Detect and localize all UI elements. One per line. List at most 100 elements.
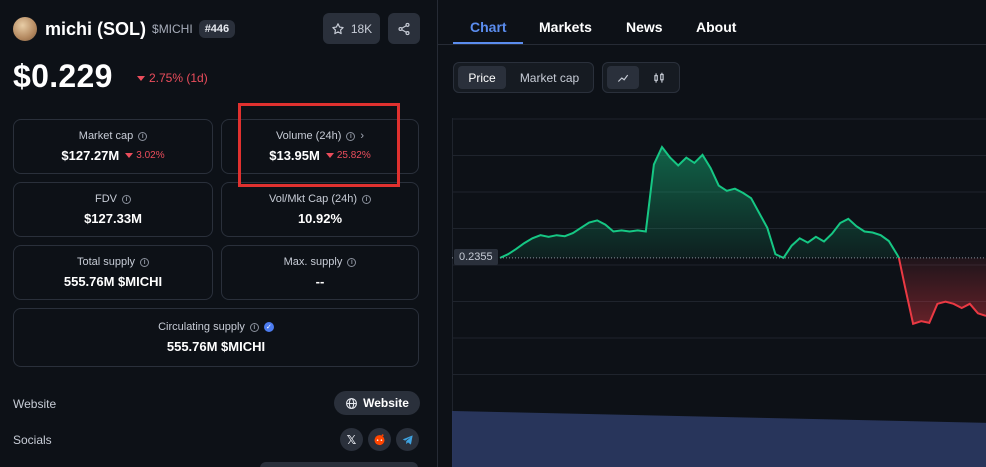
volume-bar <box>868 420 870 467</box>
volume-bar <box>480 411 482 467</box>
volume-bar <box>934 421 936 467</box>
tab-news[interactable]: News <box>626 19 663 35</box>
volume-bar <box>914 421 916 467</box>
volume-bar <box>644 415 646 467</box>
vol-mkt-cap-label-row: Vol/Mkt Cap (24h) i <box>268 193 372 205</box>
volume-bar <box>460 411 462 467</box>
volume-bar <box>794 418 796 467</box>
line-chart-button[interactable] <box>607 66 639 89</box>
volume-bar <box>592 414 594 467</box>
watchlist-button[interactable]: 18K <box>323 13 380 44</box>
x-social-button[interactable]: 𝕏 <box>340 428 363 451</box>
info-icon[interactable]: i <box>138 131 148 141</box>
volume-bar <box>760 417 762 467</box>
volume-bar <box>656 415 658 467</box>
volume-bar <box>756 417 758 467</box>
volume-bar <box>496 411 498 467</box>
volume-bar <box>522 412 524 467</box>
price-line-up <box>499 145 900 260</box>
volume-bar <box>590 414 592 467</box>
volume-bar <box>708 416 710 467</box>
current-price: $0.229 <box>13 58 113 94</box>
volume-bar <box>954 422 956 467</box>
volume-bar <box>822 419 824 467</box>
volume-bar <box>594 414 596 467</box>
socials-row-label: Socials <box>13 433 52 447</box>
volume-bar <box>550 413 552 467</box>
volume-bar <box>950 422 952 467</box>
share-button[interactable] <box>388 13 420 44</box>
volume-bar <box>944 421 946 467</box>
down-arrow-icon <box>137 75 145 81</box>
volume-bar <box>782 418 784 467</box>
volume-bar <box>632 415 634 467</box>
volume-bar <box>942 421 944 467</box>
volume-bar <box>800 418 802 467</box>
volume-bar <box>618 414 620 467</box>
volume-bar <box>912 421 914 467</box>
price-chart[interactable]: 0.2355 <box>452 118 986 467</box>
tab-markets[interactable]: Markets <box>539 19 592 35</box>
price-area-up <box>500 147 899 258</box>
volume-bar <box>928 421 930 467</box>
down-arrow-icon <box>325 153 334 158</box>
candlestick-button[interactable] <box>643 66 675 89</box>
website-button[interactable]: Website <box>334 391 420 415</box>
circulating-supply-card: Circulating supply i ✓ 555.76M $MICHI <box>13 308 419 367</box>
share-icon <box>398 22 410 35</box>
panel-divider <box>437 0 438 467</box>
volume-bar <box>940 421 942 467</box>
tab-chart[interactable]: Chart <box>470 19 507 35</box>
volume-bar <box>532 412 534 467</box>
volume-bar <box>642 415 644 467</box>
info-icon[interactable]: i <box>346 131 356 141</box>
volume-bar <box>684 416 686 467</box>
volume-bar <box>878 420 880 467</box>
info-icon[interactable]: i <box>249 322 259 332</box>
volume-bar <box>918 421 920 467</box>
volume-bar <box>536 412 538 467</box>
volume-bar <box>678 416 680 467</box>
volume-bar <box>646 415 648 467</box>
volume-bar <box>924 421 926 467</box>
volume-bar <box>476 411 478 467</box>
coin-name: michi (SOL) <box>45 18 147 39</box>
volume-card[interactable]: Volume (24h) i › $13.95M 25.82% <box>221 119 419 174</box>
info-icon[interactable]: i <box>347 257 357 267</box>
tab-about[interactable]: About <box>696 19 737 35</box>
volume-label: Volume (24h) <box>275 130 342 142</box>
volume-bar <box>948 422 950 467</box>
price-chart-svg <box>452 118 986 467</box>
telegram-social-button[interactable] <box>396 428 419 451</box>
reddit-social-button[interactable] <box>368 428 391 451</box>
volume-bar <box>780 418 782 467</box>
price-toggle[interactable]: Price <box>458 66 506 89</box>
volume-bar <box>668 415 670 467</box>
max-supply-value: -- <box>315 274 325 289</box>
info-icon[interactable]: i <box>122 194 131 204</box>
volume-bar <box>814 419 816 467</box>
volume-bar <box>690 416 692 467</box>
volume-bar <box>776 418 778 467</box>
volume-bar <box>792 418 794 467</box>
market-cap-toggle[interactable]: Market cap <box>519 70 580 85</box>
volume-bar <box>936 421 938 467</box>
volume-bar <box>834 419 836 467</box>
market-cap-card[interactable]: Market cap i $127.27M 3.02% <box>13 119 213 174</box>
info-icon[interactable]: i <box>140 257 150 267</box>
max-supply-label-row: Max. supply i <box>284 256 357 268</box>
chevron-right-icon[interactable]: › <box>360 130 365 142</box>
info-icon[interactable]: i <box>362 194 372 204</box>
volume-bar <box>852 419 854 467</box>
volume-bar <box>870 420 872 467</box>
volume-bar <box>922 421 924 467</box>
x-icon: 𝕏 <box>346 432 357 447</box>
vol-mkt-cap-label: Vol/Mkt Cap (24h) <box>268 193 358 205</box>
volume-bar <box>972 422 974 467</box>
volume-bar <box>664 415 666 467</box>
volume-bar <box>492 411 494 467</box>
volume-bar <box>762 417 764 467</box>
volume-bar <box>968 422 970 467</box>
volume-bar <box>596 414 598 467</box>
fdv-card: FDV i $127.33M <box>13 182 213 237</box>
